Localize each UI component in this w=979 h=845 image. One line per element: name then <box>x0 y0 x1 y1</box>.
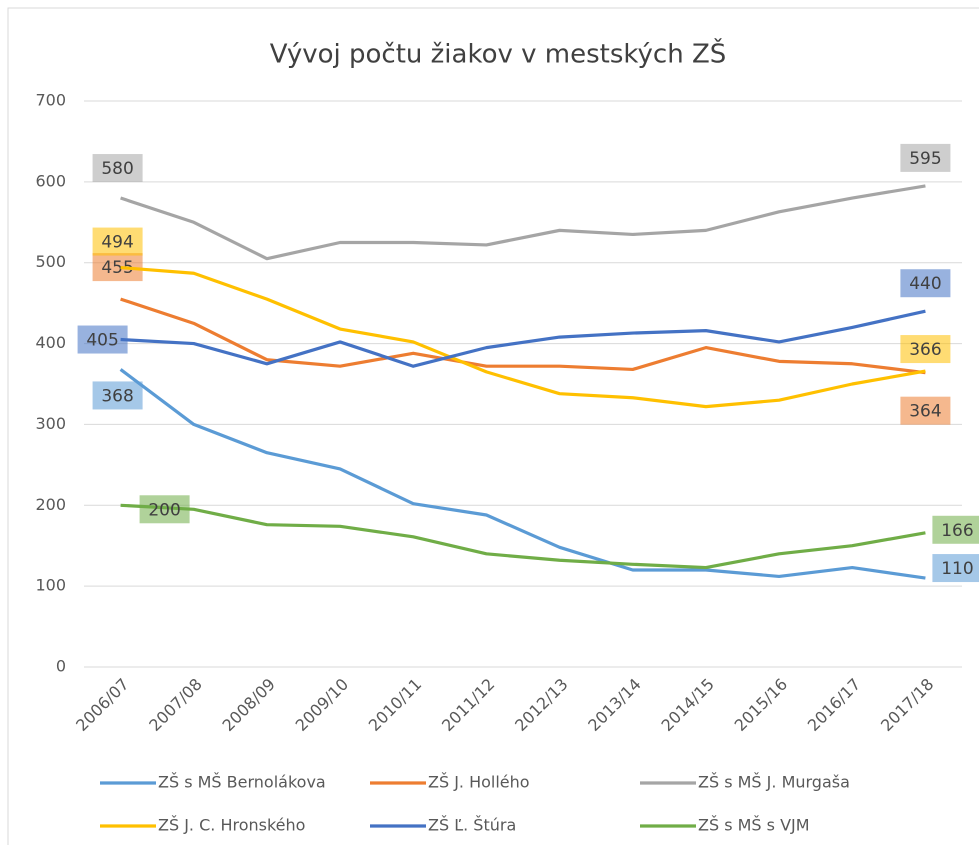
data-label-text: 200 <box>148 500 180 520</box>
data-label-box <box>92 227 143 256</box>
data-label: 580 <box>92 154 143 183</box>
series-line <box>120 503 926 570</box>
legend-label: ZŠ s MŠ Bernolákova <box>158 773 326 792</box>
data-label-text: 110 <box>941 559 973 579</box>
y-tick-label: 500 <box>35 252 66 271</box>
data-label-box <box>77 325 128 354</box>
data-label-box <box>139 495 190 524</box>
y-tick-label: 700 <box>35 91 66 110</box>
y-tick-label: 0 <box>56 657 66 676</box>
y-tick-label: 300 <box>35 414 66 433</box>
legend-label: ZŠ s MŠ s VJM <box>698 816 810 835</box>
data-label: 364 <box>900 396 951 425</box>
data-label-text: 455 <box>101 258 133 278</box>
data-label: 595 <box>900 143 951 172</box>
data-label-text: 364 <box>909 402 941 422</box>
series-line <box>119 368 926 580</box>
series-line <box>120 265 926 409</box>
data-label-text: 368 <box>101 386 133 406</box>
data-label-text: 405 <box>86 331 118 351</box>
chart-border <box>7 7 979 845</box>
data-label: 200 <box>139 495 190 524</box>
data-label-text: 440 <box>909 274 941 294</box>
series-line <box>120 184 926 261</box>
legend-label: ZŠ J. C. Hronského <box>158 816 305 835</box>
y-tick-label: 600 <box>35 171 66 190</box>
data-label-box <box>900 143 951 172</box>
data-label: 440 <box>900 269 951 298</box>
data-label-text: 595 <box>909 149 941 169</box>
series-line <box>120 297 926 375</box>
data-label: 166 <box>932 515 979 544</box>
data-label-text: 494 <box>101 233 133 253</box>
data-label-box <box>900 396 951 425</box>
data-label-box <box>900 269 951 298</box>
data-label-text: 366 <box>909 340 941 360</box>
legend-label: ZŠ s MŠ J. Murgaša <box>698 773 850 792</box>
legend-label: ZŠ Ľ. Štúra <box>428 816 516 835</box>
series-line <box>120 309 926 368</box>
data-label: 366 <box>900 335 951 364</box>
legend-label: ZŠ J. Hollého <box>428 773 530 792</box>
data-label: 110 <box>932 554 979 583</box>
data-label-box <box>932 554 979 583</box>
chart-title: Vývoj počtu žiakov v mestských ZŠ <box>270 38 727 70</box>
data-label-text: 580 <box>101 159 133 179</box>
y-tick-label: 200 <box>35 495 66 514</box>
y-tick-label: 100 <box>35 576 66 595</box>
data-label: 368 <box>92 381 143 410</box>
data-label: 405 <box>77 325 128 354</box>
data-label-box <box>92 381 143 410</box>
data-label: 494 <box>92 227 143 256</box>
data-label-box <box>92 154 143 183</box>
y-tick-label: 400 <box>35 333 66 352</box>
data-label-box <box>932 515 979 544</box>
data-label-text: 166 <box>941 521 973 541</box>
data-label-box <box>900 335 951 364</box>
